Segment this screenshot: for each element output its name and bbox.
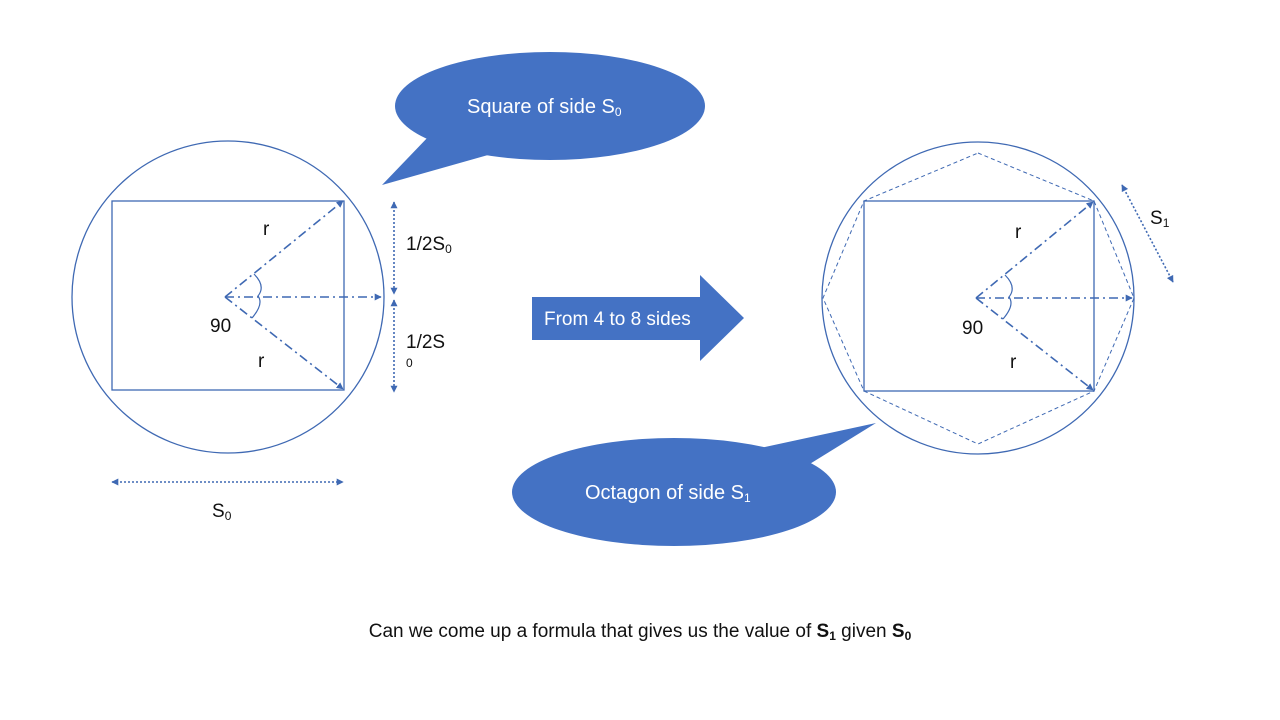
callout-square <box>382 52 705 185</box>
callout-square-text: Square of side S0 <box>467 97 622 118</box>
question-lead: Can we come up a formula that gives us t… <box>368 621 817 642</box>
left-half-side-label-top: 1/2S0 <box>406 235 452 255</box>
left-radius-label-top: r <box>263 219 270 240</box>
callout-octagon-text-main: Octagon of side S <box>585 482 744 504</box>
question-s1-sub: 1 <box>829 629 836 643</box>
question-s0: S0 <box>891 621 912 643</box>
left-angle-label: 90 <box>210 316 232 337</box>
left-half-side-label-top-text: 1/2S <box>406 234 446 255</box>
right-octagon-side-arrow <box>1121 184 1174 283</box>
right-angle-brace <box>1002 274 1013 320</box>
left-side-label: S0 <box>212 502 231 522</box>
question-text: Can we come up a formula that gives us t… <box>0 621 1280 643</box>
callout-octagon <box>512 423 876 546</box>
right-radius-label-bottom: r <box>1010 352 1017 373</box>
left-side-label-text: S <box>212 501 225 522</box>
left-side-label-sub: 0 <box>224 509 232 523</box>
left-angle-brace <box>251 273 262 319</box>
callout-octagon-text: Octagon of side S1 <box>585 483 751 504</box>
callout-square-bubble <box>395 52 705 160</box>
right-square <box>863 200 1095 392</box>
transition-arrow <box>532 275 744 361</box>
question-s0-letter: S <box>891 621 905 642</box>
right-radius-label-top: r <box>1015 222 1022 243</box>
left-half-side-label-bottom: 1/2S 0 <box>406 333 445 369</box>
right-angle-label: 90 <box>962 318 984 339</box>
right-octagon <box>822 152 1135 445</box>
callout-octagon-bubble <box>512 438 836 546</box>
left-half-side-label-bottom-text: 1/2S <box>406 332 446 353</box>
left-radius-top <box>224 200 344 298</box>
right-octagon-side-label-sub: 1 <box>1162 216 1170 230</box>
question-middle: given <box>835 621 892 642</box>
right-circumcircle <box>821 141 1135 455</box>
question-s0-sub: 0 <box>904 629 912 643</box>
left-radius-bottom <box>224 296 344 390</box>
left-half-side-label-top-sub: 0 <box>445 242 452 256</box>
question-s1-letter: S <box>816 621 830 642</box>
left-radius-label-bottom: r <box>258 351 265 372</box>
right-radius-top <box>975 201 1094 299</box>
right-octagon-side-label: S1 <box>1150 209 1169 229</box>
question-s1: S1 <box>816 621 836 643</box>
callout-square-tail <box>382 135 488 185</box>
callout-octagon-text-sub: 1 <box>743 491 751 505</box>
callout-square-text-main: Square of side S <box>467 96 615 118</box>
left-figure <box>71 140 398 486</box>
left-circumcircle <box>71 140 385 454</box>
callout-octagon-tail <box>760 423 876 470</box>
right-radius-bottom <box>975 297 1094 391</box>
left-square <box>111 200 345 391</box>
left-half-side-label-bottom-sub: 0 <box>406 356 413 370</box>
right-figure <box>821 141 1174 455</box>
right-octagon-side-label-text: S <box>1150 208 1163 229</box>
transition-arrow-label: From 4 to 8 sides <box>544 309 691 330</box>
callout-square-text-sub: 0 <box>614 105 622 119</box>
